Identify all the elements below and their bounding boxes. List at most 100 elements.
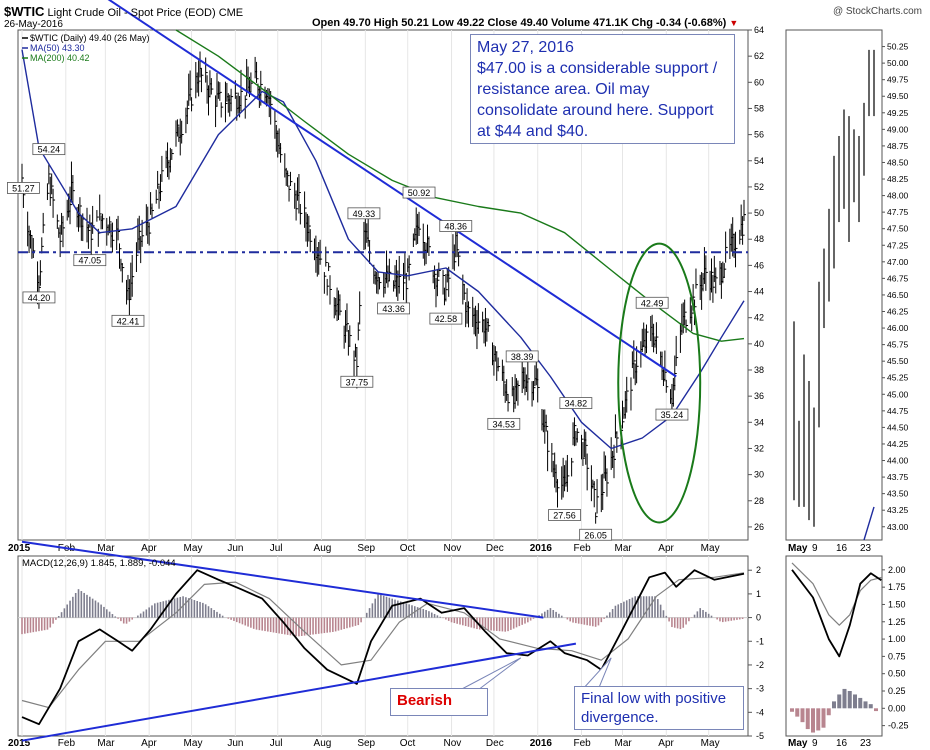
macd-zoom-signal bbox=[791, 562, 882, 626]
price-label-box bbox=[347, 207, 381, 220]
price-label-box bbox=[635, 296, 669, 309]
x-tick-label: Oct bbox=[400, 543, 416, 554]
price-label: 42.41 bbox=[117, 316, 140, 326]
zoom-x-label: 9 bbox=[812, 738, 818, 749]
zoom-y-label: 47.75 bbox=[887, 207, 909, 217]
zoom-y-label: 45.75 bbox=[887, 340, 909, 350]
zoom-y-label: 44.00 bbox=[887, 456, 909, 466]
y-tick-label: 54 bbox=[754, 156, 764, 166]
x-tick-label: Sep bbox=[357, 738, 375, 749]
zoom-x-label: 16 bbox=[836, 543, 848, 554]
price-label: 38.39 bbox=[511, 352, 534, 362]
x-tick-label: Feb bbox=[574, 543, 592, 554]
x-tick-label: May bbox=[184, 738, 203, 749]
zoom-y-label: 49.50 bbox=[887, 91, 909, 101]
zoom-y-label: 48.25 bbox=[887, 174, 909, 184]
price-label-box bbox=[487, 417, 521, 430]
x-tick-label: Jul bbox=[270, 543, 283, 554]
zoom-y-label: 48.75 bbox=[887, 141, 909, 151]
macd-zoom-bar bbox=[868, 704, 873, 709]
macd-y-label: -5 bbox=[756, 731, 764, 741]
x-tick-label: May bbox=[184, 543, 203, 554]
macd-zoom-bar bbox=[874, 708, 878, 712]
y-tick-label: 32 bbox=[754, 443, 764, 453]
quote-line: Open 49.70 High 50.21 Low 49.22 Close 49… bbox=[312, 17, 738, 29]
macd-zoom-bar bbox=[821, 708, 826, 728]
y-tick-label: 50 bbox=[754, 208, 764, 218]
zoom-y-label: 48.00 bbox=[887, 191, 909, 201]
x-tick-label: Apr bbox=[141, 738, 157, 749]
watermark: @ StockCharts.com bbox=[832, 6, 922, 17]
zoom-y-label: 43.25 bbox=[887, 505, 909, 515]
macd-y-label: 1 bbox=[756, 589, 761, 599]
macd-zoom-bar bbox=[826, 708, 831, 716]
macd-zoom-bar bbox=[790, 708, 794, 712]
zoom-y-label: 46.50 bbox=[887, 290, 909, 300]
macd-zoom-y-label: 0.75 bbox=[888, 651, 906, 661]
macd-zoom-bar bbox=[847, 691, 852, 709]
macd-y-label: -2 bbox=[756, 660, 764, 670]
zoom-y-label: 45.25 bbox=[887, 373, 909, 383]
price-label: 50.92 bbox=[408, 188, 431, 198]
x-tick-label: 2016 bbox=[530, 738, 553, 749]
annotation-line: May 27, 2016 bbox=[477, 39, 574, 56]
macd-y-label: -1 bbox=[756, 636, 764, 646]
macd-zoom-bar bbox=[863, 701, 868, 709]
annotation-line: at $44 and $40. bbox=[477, 123, 589, 140]
x-tick-label: Mar bbox=[614, 543, 632, 554]
price-label: 34.82 bbox=[565, 399, 588, 409]
zoom-x-label: 9 bbox=[812, 543, 818, 554]
macd-zoom-y-label: 1.25 bbox=[888, 617, 906, 627]
price-label-box bbox=[22, 291, 56, 304]
zoom-y-label: 43.50 bbox=[887, 489, 909, 499]
x-tick-label: Nov bbox=[444, 738, 462, 749]
macd-y-label: -3 bbox=[756, 684, 764, 694]
zoom-y-label: 46.25 bbox=[887, 306, 909, 316]
price-label: 47.05 bbox=[79, 256, 102, 266]
x-tick-label: Dec bbox=[486, 738, 504, 749]
y-tick-label: 56 bbox=[754, 130, 764, 140]
y-tick-label: 30 bbox=[754, 470, 764, 480]
header-line: $WTIC Light Crude Oil - Spot Price (EOD)… bbox=[4, 4, 243, 19]
macd-zoom-bar bbox=[837, 694, 842, 709]
zoom-y-label: 49.00 bbox=[887, 124, 909, 134]
price-label-box bbox=[340, 375, 374, 388]
zoom-y-label: 43.00 bbox=[887, 522, 909, 532]
macd-zoom-bar bbox=[795, 708, 800, 717]
y-tick-label: 60 bbox=[754, 77, 764, 87]
divergence-line: Final low with positive bbox=[581, 690, 727, 707]
annotation-line: resistance area. Oil may bbox=[477, 81, 650, 98]
x-tick-label: Sep bbox=[357, 543, 375, 554]
price-label-box bbox=[439, 220, 473, 232]
x-tick-label: Mar bbox=[97, 738, 115, 749]
macd-zoom-y-label: 0.50 bbox=[888, 669, 906, 679]
macd-line bbox=[21, 569, 745, 726]
x-tick-label: Apr bbox=[141, 543, 157, 554]
zoom-x-label: 23 bbox=[860, 738, 872, 749]
y-tick-label: 38 bbox=[754, 365, 764, 375]
price-label-box bbox=[377, 302, 410, 315]
x-tick-label: Feb bbox=[574, 738, 592, 749]
x-tick-label: 2016 bbox=[530, 543, 553, 554]
y-tick-label: 44 bbox=[754, 287, 764, 297]
zoom-ma50-line bbox=[863, 506, 875, 541]
x-tick-label: Mar bbox=[97, 543, 115, 554]
y-tick-label: 26 bbox=[754, 522, 764, 532]
macd-zoom-y-label: 2.00 bbox=[888, 565, 906, 575]
price-label: 48.36 bbox=[444, 222, 467, 232]
zoom-panel-frame bbox=[785, 29, 883, 541]
macd-zoom-bar bbox=[800, 708, 805, 723]
divergence-pointer bbox=[581, 657, 612, 691]
y-tick-label: 64 bbox=[754, 25, 764, 35]
macd-zoom-y-label: 0.00 bbox=[888, 703, 906, 713]
macd-y-label: -4 bbox=[756, 707, 764, 717]
y-tick-label: 62 bbox=[754, 51, 764, 61]
zoom-y-label: 47.25 bbox=[887, 240, 909, 250]
price-label: 44.20 bbox=[28, 293, 51, 303]
macd-zoom-bar bbox=[816, 708, 821, 731]
zoom-y-label: 47.00 bbox=[887, 257, 909, 267]
price-label: 37.75 bbox=[346, 377, 369, 387]
zoom-y-label: 46.00 bbox=[887, 323, 909, 333]
